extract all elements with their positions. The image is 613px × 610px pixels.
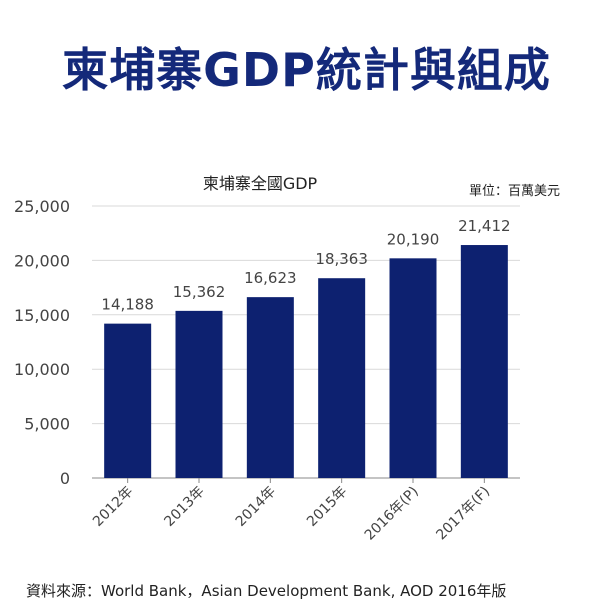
chart-title: 柬埔寨全國GDP [203, 174, 318, 193]
data-label: 20,190 [387, 230, 440, 248]
x-tick-label: 2015年 [304, 484, 350, 530]
bars [104, 245, 508, 478]
x-tick-label: 2012年 [90, 484, 136, 530]
x-axis: 2012年 2013年 2014年 2015年 2016年(P) 2017年(F) [90, 478, 493, 544]
unit-label: 單位：百萬美元 [469, 184, 560, 199]
bar [246, 297, 294, 478]
y-axis: 0 5,000 10,000 15,000 20,000 25,000 [14, 197, 520, 488]
x-tick-label: 2014年 [233, 484, 279, 530]
data-label: 18,363 [315, 250, 368, 268]
source-note: 資料來源：World Bank，Asian Development Bank, … [26, 582, 507, 600]
y-tick-label: 10,000 [14, 360, 70, 379]
data-labels: 14,188 15,362 16,623 18,363 20,190 21,412 [101, 217, 510, 314]
x-tick-label: 2013年 [161, 484, 207, 530]
bar [104, 323, 152, 478]
y-tick-label: 15,000 [14, 306, 70, 325]
x-tick-label: 2016年(P) [362, 484, 422, 544]
y-tick-label: 0 [60, 469, 70, 488]
data-label: 16,623 [244, 269, 297, 287]
data-label: 15,362 [173, 283, 226, 301]
data-label: 14,188 [101, 296, 154, 314]
y-tick-label: 20,000 [14, 251, 70, 270]
bar [318, 278, 366, 478]
bar [175, 310, 223, 478]
gridlines [92, 205, 520, 425]
y-tick-label: 25,000 [14, 197, 70, 216]
data-label: 21,412 [458, 217, 511, 235]
page-headline: 柬埔寨GDP統計與組成 [62, 43, 551, 97]
bar [460, 245, 508, 478]
y-tick-label: 5,000 [24, 415, 70, 434]
x-tick-label: 2017年(F) [433, 484, 493, 544]
bar [389, 258, 437, 478]
